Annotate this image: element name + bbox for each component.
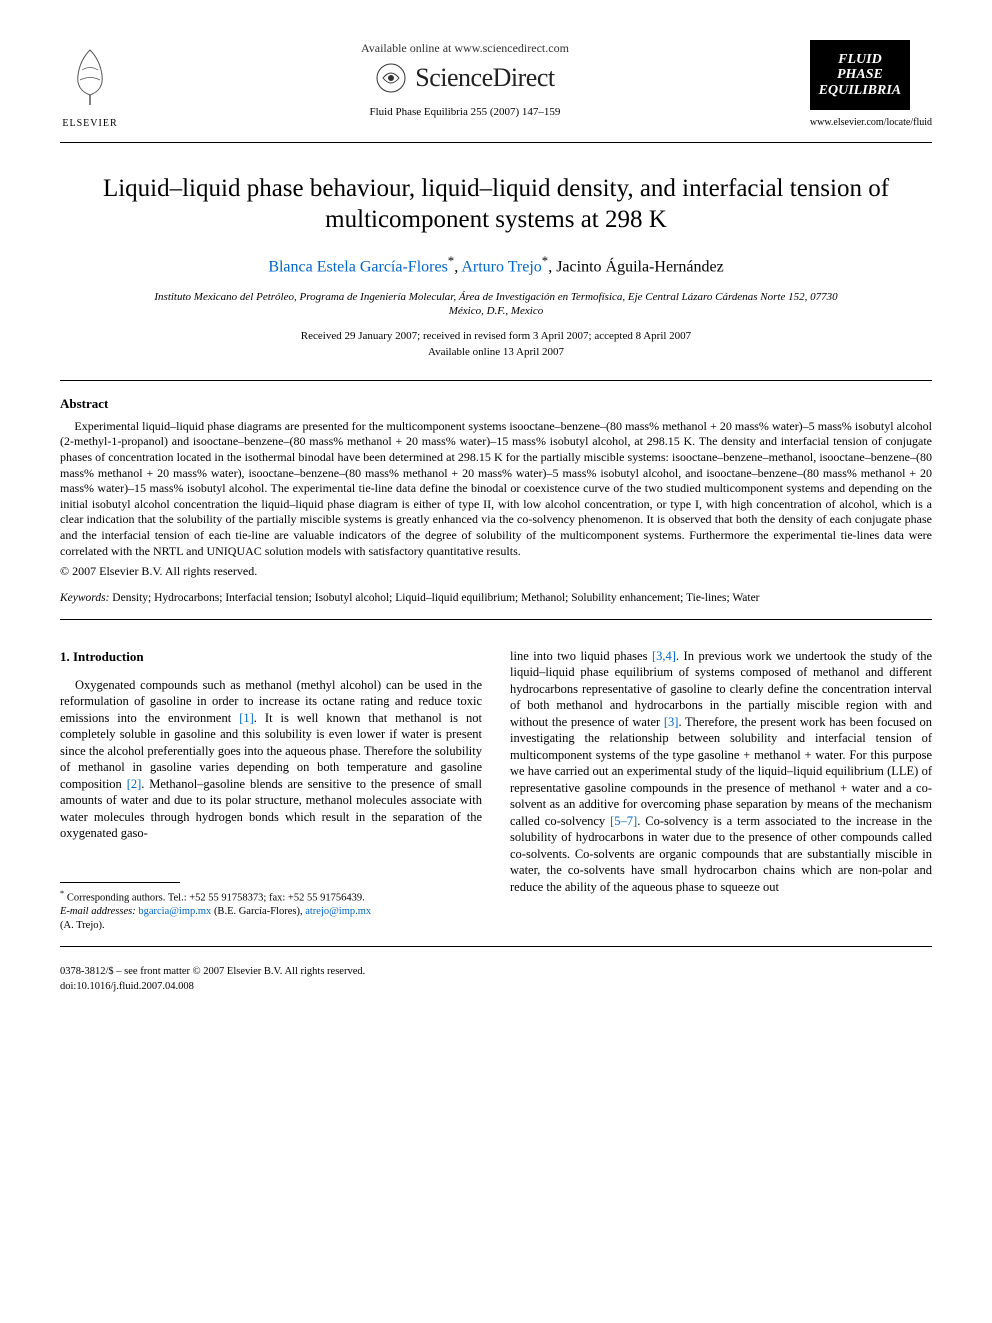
dates-online: Available online 13 April 2007	[60, 345, 932, 360]
corresponding-mark-1: *	[448, 254, 454, 268]
author-2-link[interactable]: Arturo Trejo	[461, 258, 541, 275]
column-right: line into two liquid phases [3,4]. In pr…	[510, 648, 932, 933]
abstract-text: Experimental liquid–liquid phase diagram…	[60, 419, 932, 559]
abstract-heading: Abstract	[60, 395, 932, 413]
keywords-values: Density; Hydrocarbons; Interfacial tensi…	[112, 592, 759, 604]
footer-copyright: 0378-3812/$ – see front matter © 2007 El…	[60, 965, 932, 979]
corresponding-mark-2: *	[542, 254, 548, 268]
footnote-corresponding: Corresponding authors. Tel.: +52 55 9175…	[67, 892, 365, 903]
abstract-top-rule	[60, 380, 932, 381]
footnote-email-1-name: (B.E. García-Flores),	[214, 906, 303, 917]
journal-block: FLUID PHASE EQUILIBRIA www.elsevier.com/…	[810, 40, 932, 134]
footnote-separator	[60, 882, 180, 883]
intro-paragraph-right: line into two liquid phases [3,4]. In pr…	[510, 648, 932, 896]
body-columns: 1. Introduction Oxygenated compounds suc…	[60, 648, 932, 933]
ref-link-1[interactable]: [1]	[239, 711, 254, 725]
ref-link-3[interactable]: [3]	[664, 715, 679, 729]
footer-doi: doi:10.1016/j.fluid.2007.04.008	[60, 980, 932, 994]
header-rule	[60, 142, 932, 143]
journal-reference: Fluid Phase Equilibria 255 (2007) 147–15…	[120, 105, 810, 120]
abstract-copyright: © 2007 Elsevier B.V. All rights reserved…	[60, 563, 932, 579]
journal-box: FLUID PHASE EQUILIBRIA	[810, 40, 910, 110]
dates-received: Received 29 January 2007; received in re…	[60, 329, 932, 344]
sciencedirect-text: ScienceDirect	[415, 60, 554, 95]
author-3: Jacinto Águila-Hernández	[556, 258, 723, 275]
keywords-label: Keywords:	[60, 592, 109, 604]
elsevier-logo-icon	[60, 40, 120, 110]
keywords-bottom-rule	[60, 619, 932, 620]
author-1-link[interactable]: Blanca Estela García-Flores	[268, 258, 447, 275]
footer-rule	[60, 946, 932, 947]
intro-text-2a: line into two liquid phases	[510, 649, 652, 663]
footnote-email-1[interactable]: bgarcia@imp.mx	[138, 906, 211, 917]
intro-text-2c: . Therefore, the present work has been f…	[510, 715, 932, 828]
footnote-block: * Corresponding authors. Tel.: +52 55 91…	[60, 889, 482, 932]
section-1-heading: 1. Introduction	[60, 648, 482, 665]
header-center: Available online at www.sciencedirect.co…	[120, 40, 810, 124]
sciencedirect-brand: ScienceDirect	[375, 60, 554, 95]
footnote-email-2-name: (A. Trejo).	[60, 920, 105, 931]
ref-link-2[interactable]: [2]	[127, 777, 142, 791]
header-row: ELSEVIER Available online at www.science…	[60, 40, 932, 134]
elsevier-label: ELSEVIER	[60, 117, 120, 131]
footnote-email-label: E-mail addresses:	[60, 906, 136, 917]
elsevier-block: ELSEVIER	[60, 40, 120, 130]
footer: 0378-3812/$ – see front matter © 2007 El…	[60, 965, 932, 993]
journal-url: www.elsevier.com/locate/fluid	[810, 116, 932, 130]
intro-paragraph-left: Oxygenated compounds such as methanol (m…	[60, 677, 482, 842]
authors: Blanca Estela García-Flores*, Arturo Tre…	[60, 253, 932, 278]
footnote-email-2[interactable]: atrejo@imp.mx	[305, 906, 371, 917]
ref-link-3-4[interactable]: [3,4]	[652, 649, 676, 663]
keywords: Keywords: Density; Hydrocarbons; Interfa…	[60, 591, 932, 607]
affiliation: Instituto Mexicano del Petróleo, Program…	[140, 290, 852, 319]
ref-link-5-7[interactable]: [5–7]	[610, 814, 637, 828]
sciencedirect-swirl-icon	[375, 62, 407, 94]
column-left: 1. Introduction Oxygenated compounds suc…	[60, 648, 482, 933]
footnote-star: *	[60, 889, 64, 898]
article-title: Liquid–liquid phase behaviour, liquid–li…	[100, 173, 892, 236]
available-online-text: Available online at www.sciencedirect.co…	[120, 40, 810, 56]
